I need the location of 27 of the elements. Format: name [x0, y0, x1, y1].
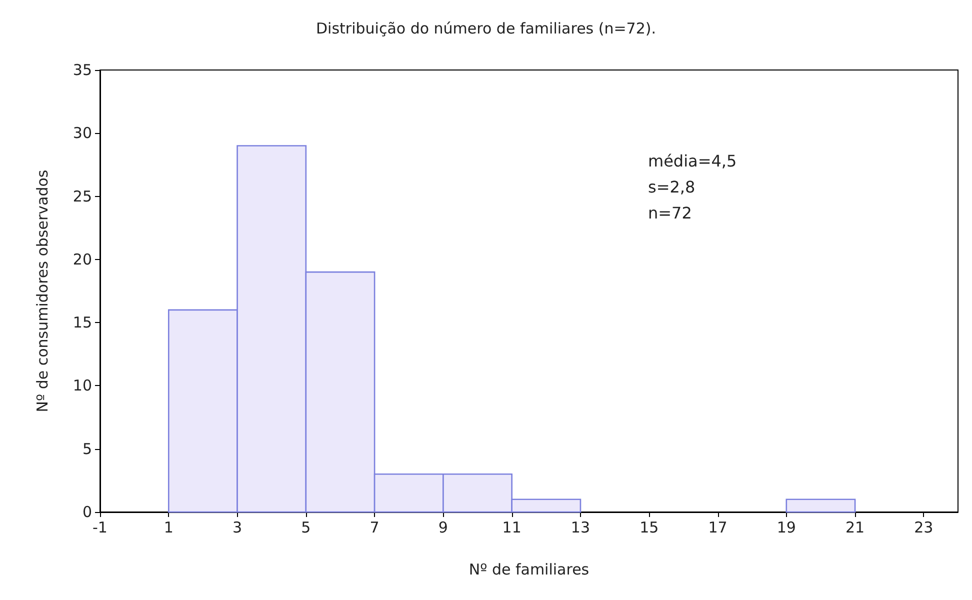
x-tick-label: 15 [640, 518, 659, 536]
y-axis-title: Nº de consumidores observados [34, 170, 52, 412]
x-tick-label: 3 [232, 518, 242, 536]
y-tick-label: 20 [72, 250, 92, 268]
x-axis-title: Nº de familiares [468, 560, 590, 578]
y-tick-label: 10 [72, 376, 92, 395]
x-tick-label: 17 [708, 518, 728, 536]
y-tick-label: 30 [72, 124, 92, 142]
x-tick-label: 23 [914, 518, 934, 536]
x-tick-label: 7 [370, 518, 380, 536]
y-tick-label: 15 [72, 314, 92, 332]
x-tick-label: 9 [438, 518, 448, 536]
x-tick-label: 1 [164, 518, 174, 536]
x-tick-label: 19 [776, 518, 796, 536]
y-tick-label: 0 [82, 503, 92, 521]
x-tick-label: 21 [845, 518, 865, 536]
x-tick-label: 11 [502, 518, 522, 536]
y-tick-label: 5 [82, 440, 92, 458]
x-tick-label: 5 [301, 518, 311, 536]
x-tick-label: 13 [570, 518, 590, 536]
annotation: n=72 [648, 204, 692, 222]
x-tick-label: -1 [92, 518, 108, 536]
annotation: média=4,5 [648, 152, 737, 170]
chart-title: Distribuição do número de familiares (n=72). [316, 20, 656, 38]
y-tick-label: 35 [72, 61, 92, 79]
y-tick-label: 25 [72, 187, 92, 206]
annotation: s=2,8 [648, 178, 696, 196]
